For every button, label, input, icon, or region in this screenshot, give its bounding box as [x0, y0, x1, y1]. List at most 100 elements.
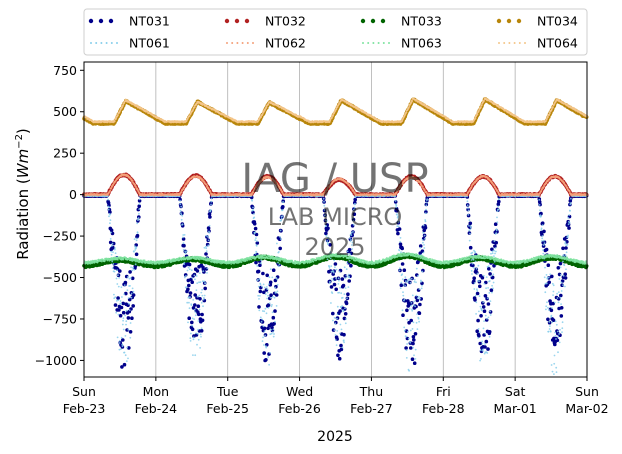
point-nt061-149: [125, 360, 128, 362]
point-nt031-571: [328, 243, 333, 247]
point-nt061-165: [130, 296, 133, 299]
point-nt031-585: [334, 287, 339, 292]
legend-label-nt061: NT061: [129, 36, 170, 51]
point-nt031-896: [468, 221, 473, 226]
legend-marker-nt063-1: [367, 42, 370, 44]
legend-item-nt033: NT033: [360, 14, 442, 29]
point-nt031-763: [411, 341, 415, 346]
point-nt031-913: [475, 291, 480, 296]
legend-marker-nt033-0: [360, 18, 366, 24]
point-nt031-87: [119, 305, 124, 310]
point-nt031-103: [126, 316, 131, 320]
point-nt061-128: [119, 348, 122, 351]
point-nt031-88: [120, 365, 124, 369]
point-nt031-607: [343, 312, 348, 316]
point-nt031-402: [255, 241, 260, 245]
legend-marker-nt063-5: [388, 42, 390, 44]
point-nt061-130: [120, 286, 123, 289]
point-nt061-135: [121, 323, 124, 326]
point-nt031-1107: [559, 314, 564, 318]
legend-marker-nt031-2: [108, 18, 114, 24]
point-nt031-64: [109, 228, 114, 232]
legend-item-nt061: NT061: [90, 36, 170, 51]
point-nt061-192: [138, 208, 141, 211]
point-nt031-749: [405, 308, 409, 313]
point-nt031-596: [339, 343, 343, 348]
point-nt061-116: [116, 283, 119, 285]
legend-marker-nt033-1: [370, 18, 376, 24]
point-nt031-263: [195, 269, 200, 273]
legend-marker-nt064-3: [513, 42, 516, 44]
point-nt061-91: [109, 213, 112, 216]
point-nt061-137: [122, 317, 125, 320]
point-nt031-1067: [542, 229, 546, 234]
point-nt031-273: [199, 329, 204, 333]
point-nt031-938: [486, 302, 491, 306]
point-nt061-122: [118, 276, 120, 279]
point-nt061-106: [113, 270, 116, 273]
point-nt031-912: [475, 329, 480, 334]
legend-marker-nt062-3: [241, 42, 244, 44]
point-nt061-93: [109, 238, 112, 240]
point-nt031-581: [332, 282, 337, 287]
point-nt031-269: [198, 297, 202, 301]
point-nt031-243: [187, 283, 191, 288]
point-nt031-1106: [559, 293, 563, 298]
point-nt031-422: [264, 358, 268, 362]
point-nt031-447: [274, 293, 279, 297]
point-nt061-166: [130, 292, 133, 295]
point-nt061-120: [117, 313, 120, 316]
legend-marker-nt064-1: [503, 42, 506, 44]
point-nt031-128: [137, 204, 141, 208]
point-nt031-609: [344, 301, 349, 306]
point-nt031-92: [121, 310, 126, 315]
point-nt031-73: [113, 303, 118, 307]
legend-item-nt064: NT064: [498, 36, 578, 51]
point-nt031-83: [118, 269, 122, 273]
point-nt061-172: [132, 290, 135, 293]
legend-marker-nt061-4: [110, 42, 113, 44]
point-nt061-176: [133, 238, 136, 241]
legend-marker-nt031-0: [88, 18, 94, 24]
point-nt031-433: [268, 280, 273, 285]
legend-marker-nt062-0: [226, 42, 228, 44]
point-nt031-1077: [546, 263, 551, 268]
point-nt031-603: [342, 332, 346, 337]
point-nt031-962: [497, 199, 501, 204]
point-nt031-612: [346, 292, 350, 297]
legend-marker-nt061-0: [90, 42, 92, 44]
legend-marker-nt064-0: [498, 42, 500, 44]
point-nt031-769: [413, 332, 418, 336]
legend-marker-nt061-1: [95, 42, 98, 44]
point-nt031-758: [409, 346, 413, 350]
point-nt031-111: [130, 316, 134, 321]
point-nt031-930: [483, 345, 487, 349]
point-nt061-143: [124, 314, 126, 317]
point-nt031-629: [353, 197, 358, 202]
point-nt031-90: [121, 338, 125, 342]
point-nt031-113: [130, 276, 135, 281]
point-nt031-247: [188, 291, 193, 295]
point-nt031-738: [400, 246, 405, 251]
point-nt061-163: [130, 277, 132, 279]
point-nt061-175: [133, 268, 136, 271]
point-nt031-283: [204, 252, 208, 256]
point-nt031-1105: [558, 261, 563, 266]
point-nt031-275: [200, 318, 205, 323]
point-nt031-254: [191, 306, 196, 310]
legend-marker-nt063-2: [372, 42, 375, 44]
point-nt061-162: [129, 322, 132, 324]
point-nt031-792: [423, 225, 428, 230]
point-nt031-434: [269, 293, 273, 298]
point-nt061-124: [118, 342, 121, 344]
point-nt031-409: [258, 289, 263, 294]
point-nt031-405: [256, 269, 261, 274]
point-nt031-281: [203, 286, 207, 291]
point-nt061-95: [110, 250, 113, 253]
legend-label-nt063: NT063: [401, 36, 442, 51]
point-nt061-184: [136, 237, 138, 240]
point-nt061-100: [111, 267, 114, 269]
point-nt031-115: [131, 293, 136, 297]
point-nt061-138: [122, 328, 125, 331]
legend-marker-nt062-1: [231, 42, 234, 44]
